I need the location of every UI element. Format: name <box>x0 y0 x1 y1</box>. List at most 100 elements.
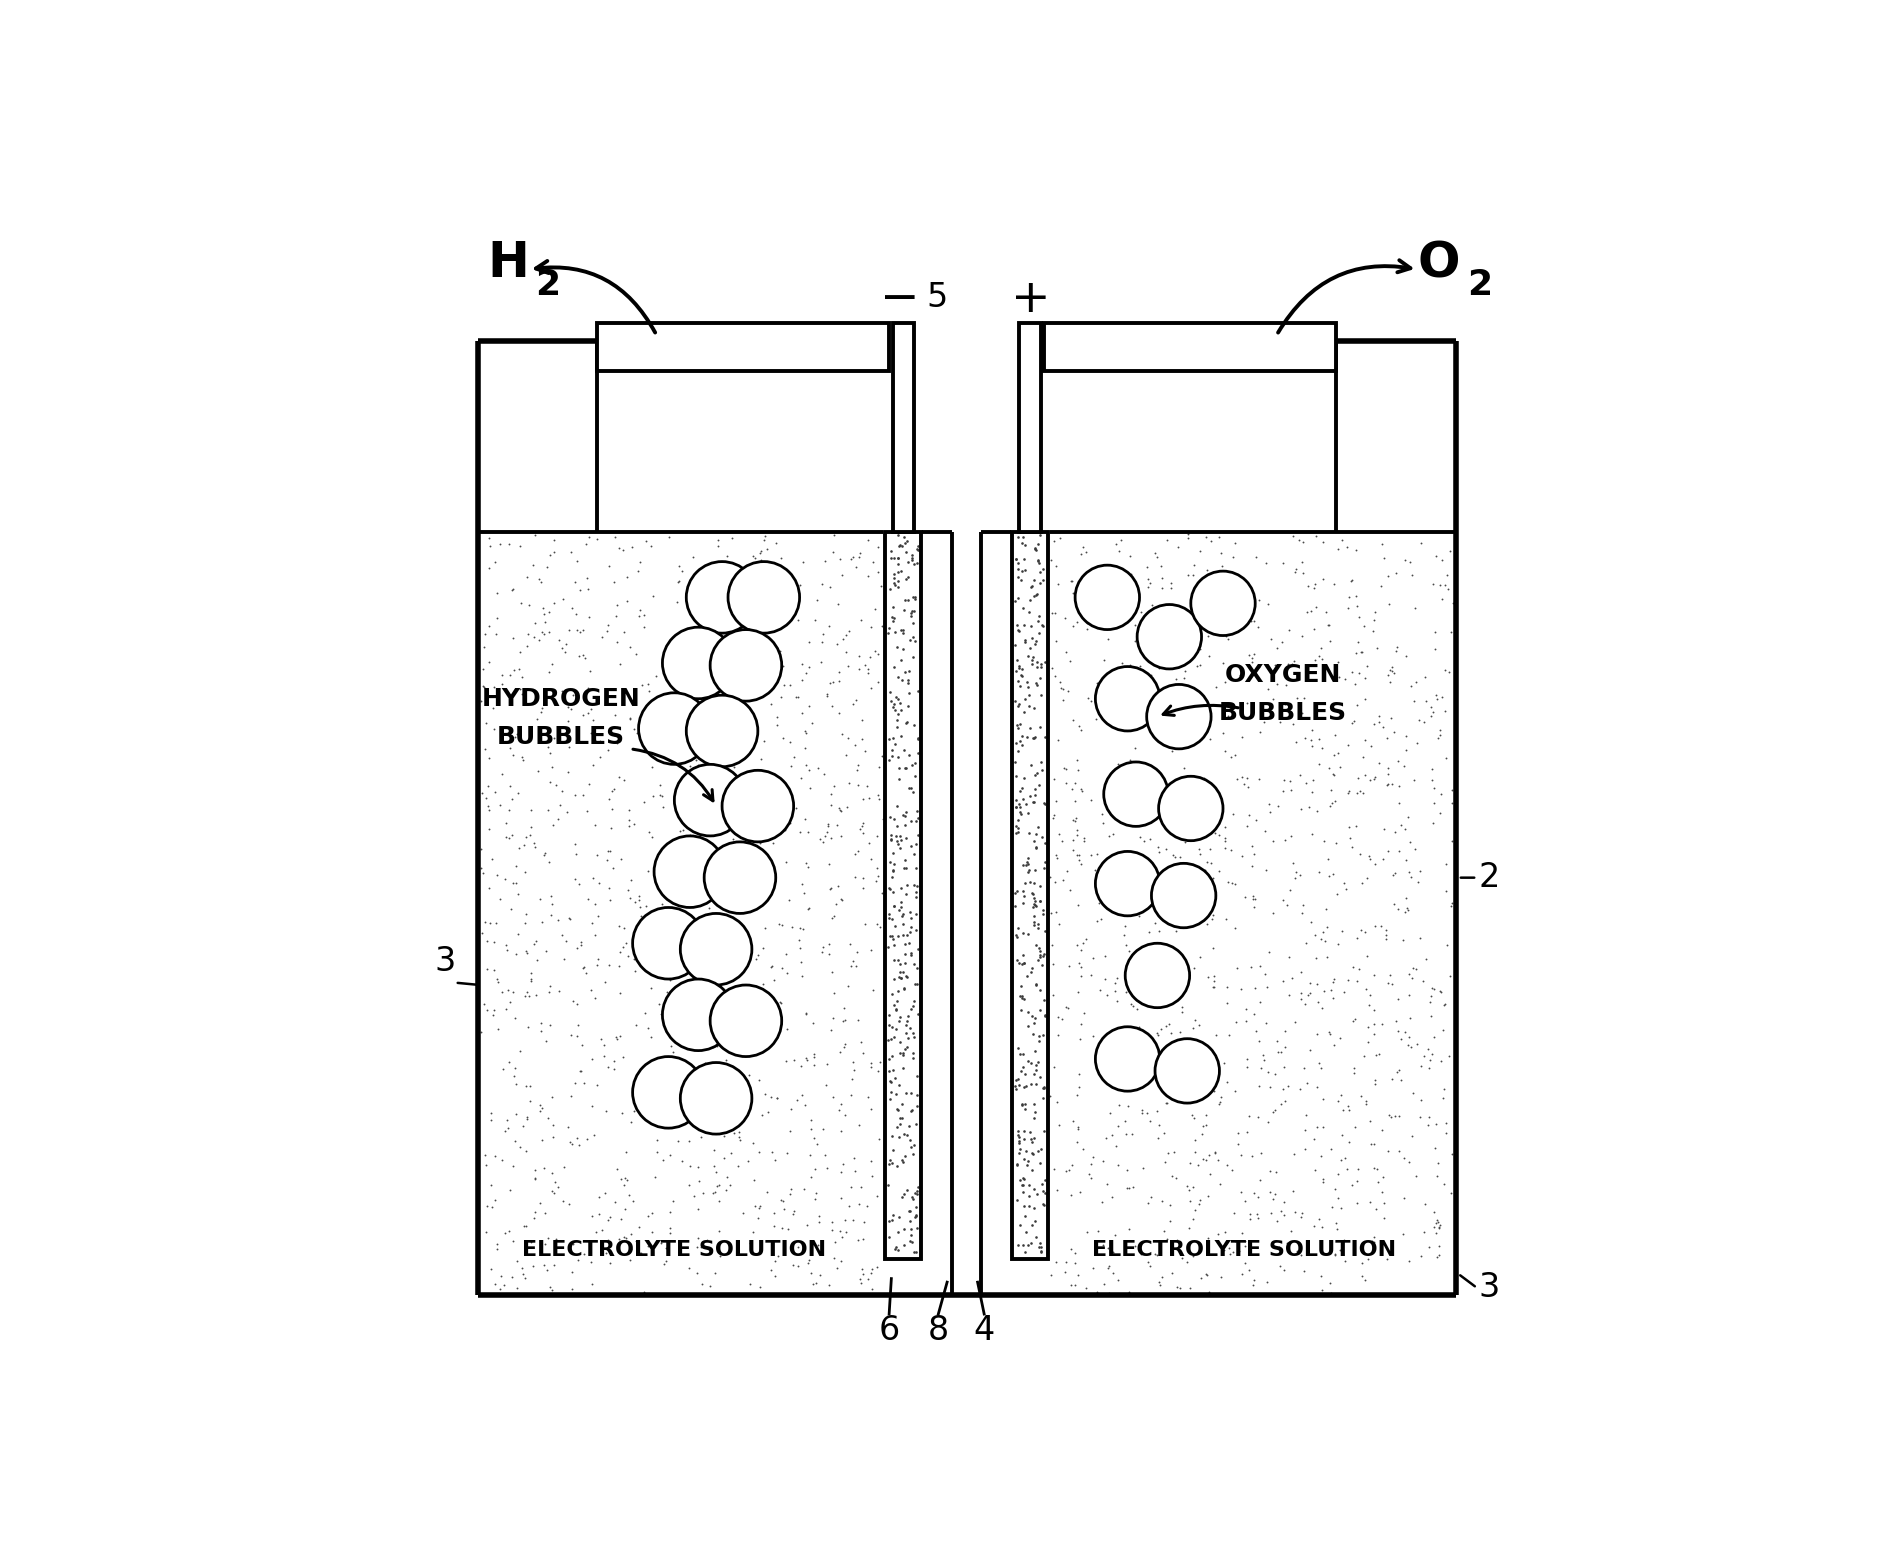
Point <box>1239 841 1269 866</box>
Point <box>1326 1083 1356 1108</box>
Point <box>1250 1010 1281 1035</box>
Point <box>1120 629 1150 654</box>
Point <box>703 1016 734 1041</box>
Point <box>703 940 734 965</box>
Point <box>736 596 766 621</box>
Point <box>660 692 690 717</box>
Point <box>828 626 858 651</box>
Point <box>877 858 907 883</box>
Point <box>713 785 743 810</box>
Point <box>898 1142 928 1166</box>
Point <box>1071 926 1101 951</box>
Point <box>1062 757 1092 782</box>
Point <box>1051 771 1081 796</box>
Point <box>1299 647 1330 672</box>
Text: HYDROGEN: HYDROGEN <box>481 686 641 711</box>
Point <box>786 700 817 725</box>
Point <box>1424 573 1454 598</box>
Point <box>890 541 920 565</box>
Point <box>509 860 539 884</box>
Point <box>1017 1072 1047 1097</box>
Point <box>1005 568 1035 593</box>
Point <box>1315 793 1345 818</box>
Point <box>1026 570 1056 595</box>
Point <box>892 550 922 575</box>
Point <box>1152 1140 1183 1165</box>
Point <box>841 555 871 579</box>
Point <box>713 982 743 1007</box>
Point <box>892 528 922 553</box>
Point <box>892 1123 922 1148</box>
Point <box>620 1011 651 1036</box>
Point <box>1152 527 1183 551</box>
Point <box>1218 545 1249 570</box>
Point <box>1418 810 1448 835</box>
Point <box>819 981 849 1005</box>
Point <box>547 678 577 703</box>
Point <box>683 1154 713 1179</box>
Point <box>1381 1103 1411 1128</box>
Point <box>1290 991 1320 1016</box>
Point <box>645 773 675 798</box>
Point <box>1252 974 1282 999</box>
Point <box>888 1216 918 1241</box>
Point <box>679 1183 709 1208</box>
Point <box>534 850 564 875</box>
Point <box>879 1024 909 1049</box>
Point <box>1122 863 1152 888</box>
Point <box>866 573 896 598</box>
Point <box>1271 894 1301 919</box>
Point <box>651 1236 681 1261</box>
Point <box>1290 1259 1320 1284</box>
Point <box>651 950 681 974</box>
Point <box>813 683 843 708</box>
Point <box>479 550 509 575</box>
Point <box>1094 844 1124 869</box>
Point <box>1337 568 1367 593</box>
Point <box>785 928 815 953</box>
Point <box>883 702 913 726</box>
Point <box>826 722 856 747</box>
Point <box>862 1255 892 1279</box>
Text: 4: 4 <box>973 1315 996 1348</box>
Point <box>862 1183 892 1208</box>
Point <box>1322 1218 1352 1242</box>
Point <box>864 1126 894 1151</box>
Point <box>900 841 930 866</box>
Point <box>472 928 502 953</box>
Point <box>883 522 913 547</box>
Point <box>639 1165 670 1190</box>
Point <box>504 881 534 906</box>
Point <box>888 912 918 937</box>
Point <box>1101 988 1132 1013</box>
Point <box>1262 672 1292 697</box>
Point <box>715 864 745 889</box>
Point <box>1115 1030 1145 1055</box>
Point <box>830 1208 860 1233</box>
Point <box>849 787 879 812</box>
Point <box>560 782 590 807</box>
Point <box>1150 836 1181 861</box>
Point <box>1420 1221 1450 1245</box>
Point <box>615 705 645 730</box>
Point <box>662 931 692 956</box>
Point <box>1096 1101 1126 1126</box>
Point <box>1005 1137 1035 1162</box>
Point <box>1347 1083 1377 1108</box>
Point <box>579 730 609 754</box>
Text: −: − <box>881 277 920 322</box>
Point <box>1041 900 1071 925</box>
Point <box>1077 1165 1107 1190</box>
Point <box>554 1131 585 1156</box>
Point <box>481 1188 511 1213</box>
Point <box>596 778 626 802</box>
Point <box>466 1021 496 1046</box>
Point <box>705 892 736 917</box>
Point <box>1222 956 1252 981</box>
Point <box>509 1266 539 1290</box>
Point <box>1311 897 1341 922</box>
Point <box>886 965 917 990</box>
Point <box>1190 618 1220 643</box>
Point <box>1232 765 1262 790</box>
Point <box>670 1032 700 1056</box>
